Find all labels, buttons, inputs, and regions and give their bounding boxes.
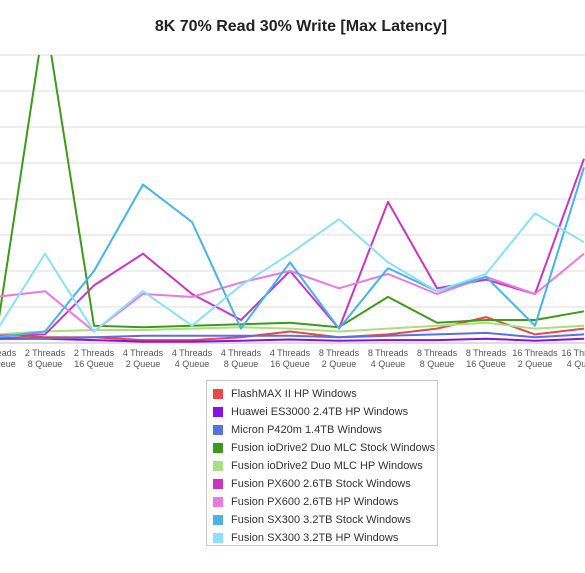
series-line-8 — [0, 167, 585, 338]
legend-label: Fusion PX600 2.6TB HP Windows — [231, 496, 399, 508]
legend-swatch — [213, 533, 223, 543]
legend-label: Fusion ioDrive2 Duo MLC HP Windows — [231, 460, 423, 472]
series-line-3 — [0, 331, 585, 340]
legend-item: Fusion PX600 2.6TB HP Windows — [207, 493, 437, 511]
legend-label: FlashMAX II HP Windows — [231, 388, 357, 400]
x-tick-label: 8 Threads 16 Queue — [466, 348, 507, 369]
series-line-9 — [0, 212, 585, 333]
x-tick-label: 4 Threads 4 Queue — [172, 348, 213, 369]
x-tick-label: 2 Threads 8 Queue — [25, 348, 66, 369]
chart-title: 8K 70% Read 30% Write [Max Latency] — [154, 18, 448, 35]
chart-legend: FlashMAX II HP Windows Huawei ES3000 2.4T… — [206, 380, 438, 546]
legend-label: Fusion PX600 2.6TB Stock Windows — [231, 478, 411, 490]
legend-item: FlashMAX II HP Windows — [207, 385, 437, 403]
x-tick-label: 8 Threads 2 Queue — [319, 348, 360, 369]
series-lines — [0, 55, 585, 343]
legend-label: Fusion SX300 3.2TB Stock Windows — [231, 514, 411, 526]
legend-item: Fusion SX300 3.2TB Stock Windows — [207, 511, 437, 529]
legend-swatch — [213, 497, 223, 507]
legend-swatch — [213, 515, 223, 525]
x-tick-label: 4 Threads 8 Queue — [221, 348, 262, 369]
legend-label: Huawei ES3000 2.4TB HP Windows — [231, 406, 409, 418]
legend-swatch — [213, 443, 223, 453]
legend-item: Micron P420m 1.4TB Windows — [207, 421, 437, 439]
series-line-2 — [0, 337, 585, 343]
x-tick-label: 16 Threads 2 Queue — [512, 348, 558, 369]
legend-swatch — [213, 407, 223, 417]
legend-swatch — [213, 425, 223, 435]
series-line-6 — [0, 158, 585, 337]
legend-item: Fusion ioDrive2 Duo MLC HP Windows — [207, 457, 437, 475]
legend-item: Fusion ioDrive2 Duo MLC Stock Windows — [207, 439, 437, 457]
x-tick-label: 8 Threads 4 Queue — [368, 348, 409, 369]
x-tick-label: 8 Threads 8 Queue — [417, 348, 458, 369]
legend-item: Fusion PX600 2.6TB Stock Windows — [207, 475, 437, 493]
legend-swatch — [213, 389, 223, 399]
legend-label: Fusion ioDrive2 Duo MLC Stock Windows — [231, 442, 436, 454]
series-line-4 — [0, 55, 585, 329]
legend-swatch — [213, 461, 223, 471]
legend-label: Fusion SX300 3.2TB HP Windows — [231, 532, 399, 544]
legend-label: Micron P420m 1.4TB Windows — [231, 424, 382, 436]
legend-item: Huawei ES3000 2.4TB HP Windows — [207, 403, 437, 421]
x-tick-label: 2 Threads 16 Queue — [74, 348, 115, 369]
x-tick-label: 4 Threads 2 Queue — [123, 348, 164, 369]
legend-swatch — [213, 479, 223, 489]
legend-item: Fusion SX300 3.2TB HP Windows — [207, 529, 437, 547]
x-tick-label: 4 Threads 16 Queue — [270, 348, 311, 369]
